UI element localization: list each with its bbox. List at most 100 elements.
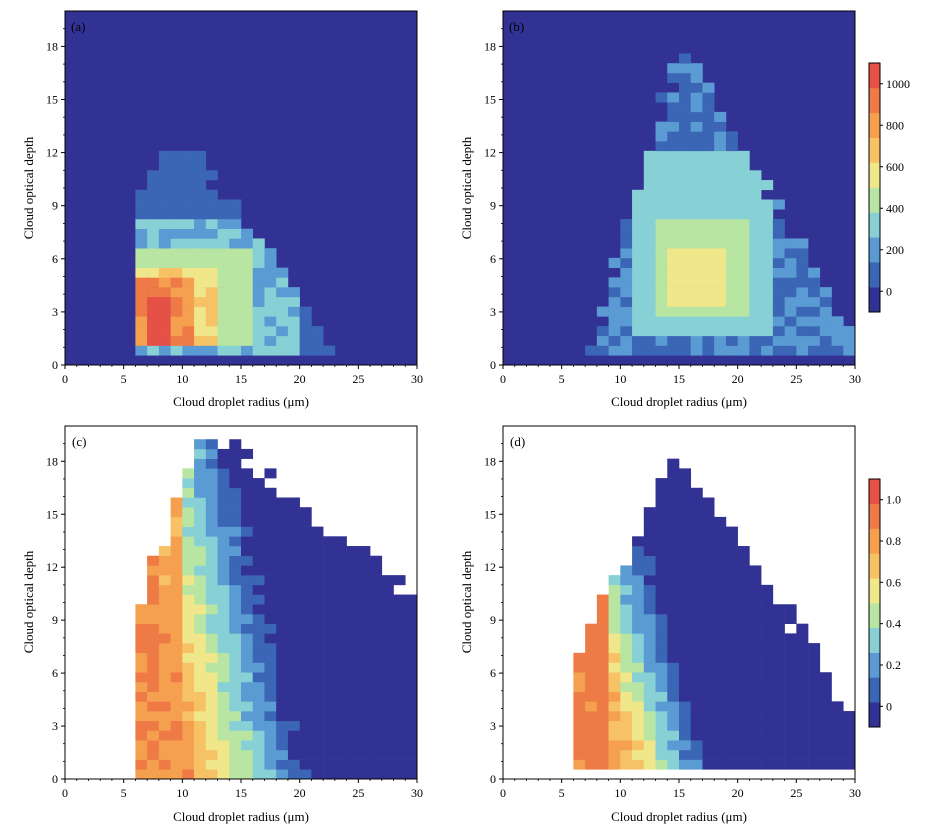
heatmap-cell: [749, 306, 762, 317]
heatmap-cell: [229, 345, 242, 356]
heatmap-cell: [264, 691, 277, 702]
heatmap-cell: [205, 565, 218, 576]
heatmap-cell: [311, 720, 324, 731]
x-tick-label: 25: [790, 786, 802, 800]
heatmap-cell: [761, 306, 774, 317]
heatmap-cell: [819, 335, 832, 346]
heatmap-cell: [170, 759, 183, 770]
heatmap-cell: [393, 643, 406, 654]
heatmap-cell: [655, 316, 668, 327]
heatmap-cell: [147, 672, 160, 683]
heatmap-cell: [725, 633, 738, 644]
heatmap-cell: [632, 257, 645, 268]
heatmap-cell: [761, 180, 774, 191]
heatmap-cell: [334, 681, 347, 692]
heatmap-cell: [679, 102, 692, 113]
heatmap-cell: [252, 662, 265, 673]
heatmap-cell: [608, 749, 621, 760]
heatmap-cell: [796, 720, 809, 731]
heatmap-cell: [217, 257, 230, 268]
heatmap-cell: [690, 228, 703, 239]
heatmap-cell: [632, 546, 645, 557]
heatmap-cell: [808, 335, 821, 346]
heatmap-cell: [702, 92, 715, 103]
heatmap-cell: [643, 555, 656, 566]
heatmap-cell: [287, 711, 300, 722]
heatmap-cell: [749, 691, 762, 702]
heatmap-cell: [679, 720, 692, 731]
heatmap-cell: [229, 516, 242, 527]
heatmap-cell: [725, 170, 738, 181]
heatmap-cell: [714, 672, 727, 683]
heatmap-cell: [252, 672, 265, 683]
heatmap-cell: [170, 555, 183, 566]
y-tick-label: 0: [490, 772, 496, 786]
heatmap-cell: [147, 199, 160, 210]
heatmap-cell: [334, 730, 347, 741]
heatmap-cell: [135, 740, 148, 751]
heatmap-cell: [241, 478, 254, 489]
colorbar-segment: [869, 287, 880, 313]
heatmap-cell: [667, 565, 680, 576]
heatmap-cell: [632, 228, 645, 239]
heatmap-cell: [714, 267, 727, 278]
heatmap-cell: [217, 701, 230, 712]
heatmap-cell: [632, 536, 645, 547]
heatmap-cell: [702, 604, 715, 615]
heatmap-cell: [620, 662, 633, 673]
heatmap-cell: [158, 594, 171, 605]
heatmap-cell: [311, 672, 324, 683]
heatmap-cell: [311, 652, 324, 663]
heatmap-cell: [667, 121, 680, 132]
heatmap-cell: [655, 652, 668, 663]
heatmap-cell: [690, 218, 703, 229]
heatmap-cell: [276, 555, 289, 566]
heatmap-cell: [737, 248, 750, 259]
heatmap-cell: [182, 150, 195, 161]
heatmap-cell: [737, 150, 750, 161]
heatmap-cell: [655, 189, 668, 200]
heatmap-cell: [714, 335, 727, 346]
heatmap-cell: [784, 662, 797, 673]
heatmap-cell: [690, 72, 703, 83]
heatmap-cell: [643, 672, 656, 683]
heatmap-cell: [620, 277, 633, 288]
heatmap-cell: [252, 740, 265, 751]
heatmap-cell: [608, 594, 621, 605]
heatmap-cell: [287, 730, 300, 741]
heatmap-cell: [405, 604, 418, 615]
heatmap-cell: [405, 720, 418, 731]
heatmap-cell: [784, 759, 797, 770]
heatmap-cell: [585, 345, 598, 356]
heatmap-cell: [299, 720, 312, 731]
heatmap-cell: [370, 555, 383, 566]
heatmap-cell: [725, 345, 738, 356]
heatmap-cell: [147, 740, 160, 751]
heatmap-cell: [205, 267, 218, 278]
heatmap-cell: [370, 759, 383, 770]
heatmap-cell: [737, 759, 750, 770]
heatmap-cell: [667, 536, 680, 547]
heatmap-cell: [796, 345, 809, 356]
heatmap-cell: [761, 749, 774, 760]
heatmap-cell: [585, 740, 598, 751]
heatmap-cell: [679, 594, 692, 605]
heatmap-cell: [632, 759, 645, 770]
heatmap-cell: [585, 711, 598, 722]
heatmap-cell: [737, 257, 750, 268]
heatmap-cell: [749, 730, 762, 741]
heatmap-cell: [334, 691, 347, 702]
heatmap-cell: [632, 604, 645, 615]
heatmap-cell: [620, 672, 633, 683]
heatmap-cell: [147, 623, 160, 634]
heatmap-cell: [217, 536, 230, 547]
heatmap-cell: [819, 287, 832, 298]
heatmap-cell: [714, 643, 727, 654]
heatmap-cell: [229, 643, 242, 654]
heatmap-cell: [346, 633, 359, 644]
heatmap-cell: [229, 228, 242, 239]
heatmap-cell: [252, 326, 265, 337]
heatmap-cell: [620, 740, 633, 751]
colorbar-segment: [869, 187, 880, 213]
heatmap-cell: [311, 701, 324, 712]
